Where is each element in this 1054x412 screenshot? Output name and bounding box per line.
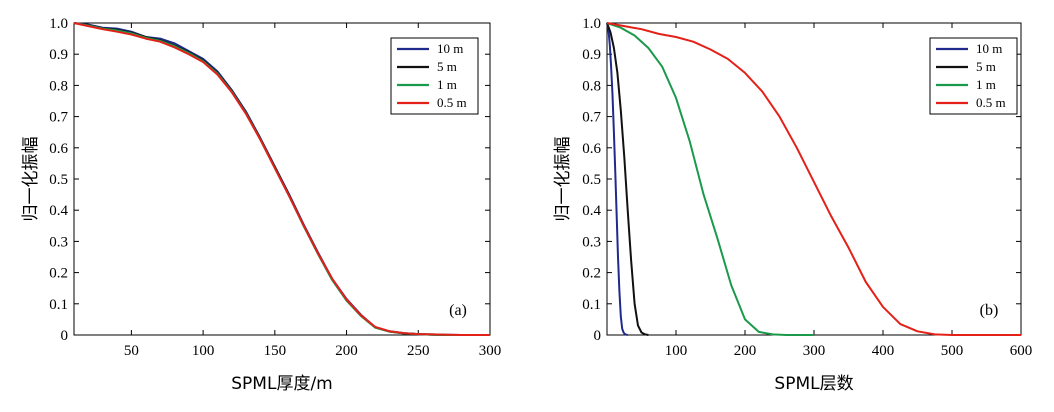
panel-b-ytick-label: 0	[594, 328, 602, 344]
panel-b-ytick-label: 0.1	[582, 297, 601, 313]
panel-a-ytick-label: 0.4	[49, 203, 68, 219]
panel-b-y-axis-label: 归一化振幅	[553, 137, 573, 222]
panel-a-ytick-label: 0.1	[49, 297, 68, 313]
panel-a-legend-label: 10 m	[437, 41, 463, 56]
panel-b-ytick-label: 0.9	[582, 47, 601, 63]
panel-b-legend-box	[929, 37, 1018, 115]
panel-b-ytick-label: 0.2	[582, 266, 601, 282]
panel-b-x-axis-label: SPML层数	[774, 374, 853, 394]
panel-b-xtick-label: 500	[941, 343, 964, 359]
panel-b-series-line-1m	[606, 22, 814, 336]
panel-b-ytick-label: 0.7	[582, 110, 601, 126]
panel-a-series-line-05m	[73, 22, 490, 336]
panel-b-xtick-label: 200	[734, 343, 757, 359]
panel-b-legend-label: 0.5 m	[976, 95, 1006, 110]
panel-b-ytick-label: 0.4	[582, 203, 601, 219]
panel-b-ytick-label: 0.5	[582, 172, 601, 188]
panel-a-xtick-label: 50	[124, 343, 139, 359]
panel-b-ytick-label: 0.8	[582, 78, 601, 94]
panel-b-xtick-label: 300	[803, 343, 826, 359]
panel-a-ytick-label: 0.9	[49, 47, 68, 63]
panel-a-legend-box	[390, 37, 479, 115]
panel-b-legend-label: 10 m	[976, 41, 1002, 56]
panel-a-xtick-label: 300	[479, 343, 502, 359]
panel-b-series-line-5m	[606, 22, 649, 336]
panel-b-panel-label: (b)	[980, 302, 999, 319]
panel-a-ytick-label: 0.3	[49, 234, 68, 250]
panel-a-y-axis-label: 归一化振幅	[21, 137, 41, 222]
panel-a-x-axis-label: SPML厚度/m	[231, 374, 332, 394]
panel-b-xtick-label: 400	[872, 343, 895, 359]
panel-a-ytick-label: 0.8	[49, 78, 68, 94]
panel-a-panel-label: (a)	[449, 302, 467, 319]
panel-b-ytick-label: 1.0	[582, 16, 601, 32]
panel-a-ytick-label: 0.6	[49, 141, 68, 157]
panel-a-legend-label: 5 m	[437, 59, 457, 74]
panel-b-series-line-10m	[606, 22, 628, 336]
panel-b-series-line-05m	[606, 22, 1021, 336]
panel-b-xtick-label: 600	[1010, 343, 1033, 359]
panel-a-xtick-label: 100	[192, 343, 215, 359]
panel-a-ytick-label: 1.0	[49, 16, 68, 32]
panel-a-ytick-label: 0.2	[49, 266, 68, 282]
panel-a-xtick-label: 250	[407, 343, 430, 359]
panel-a-xtick-label: 200	[335, 343, 358, 359]
panel-a-ytick-label: 0	[61, 328, 69, 344]
panel-a-ytick-label: 0.5	[49, 172, 68, 188]
panel-a-ytick-label: 0.7	[49, 110, 68, 126]
panel-b-legend-label: 5 m	[976, 59, 996, 74]
panel-a-legend-label: 0.5 m	[437, 95, 467, 110]
panel-b-legend-label: 1 m	[976, 77, 996, 92]
panel-b-ytick-label: 0.6	[582, 141, 601, 157]
panel-b-xtick-label: 100	[665, 343, 688, 359]
panel-a-legend-label: 1 m	[437, 77, 457, 92]
panel-b-ytick-label: 0.3	[582, 234, 601, 250]
panel-a-xtick-label: 150	[264, 343, 287, 359]
